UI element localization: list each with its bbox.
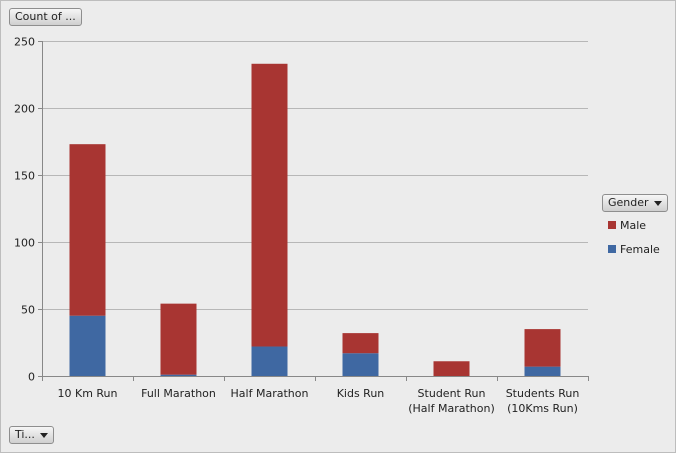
x-tick-label: Full Marathon xyxy=(141,387,216,400)
bar-male[interactable] xyxy=(160,303,197,375)
bar-female[interactable] xyxy=(69,315,106,376)
bar-male[interactable] xyxy=(69,144,106,316)
bar-male[interactable] xyxy=(433,361,470,376)
bar-female[interactable] xyxy=(251,346,288,376)
legend-field-label: Gender xyxy=(608,196,649,209)
legend-label: Male xyxy=(620,218,647,232)
y-tick-label: 100 xyxy=(14,237,35,250)
x-tick-label: Students Run (10Kms Run) xyxy=(506,387,580,415)
y-tick-label: 250 xyxy=(14,36,35,49)
y-tick-label: 50 xyxy=(21,304,35,317)
dropdown-arrow-icon xyxy=(39,432,48,438)
dropdown-arrow-icon xyxy=(653,200,662,206)
x-tick-label: 10 Km Run xyxy=(57,387,117,400)
x-tick-label: Student Run (Half Marathon) xyxy=(408,387,495,415)
bar-male[interactable] xyxy=(342,333,379,354)
axis-field-label: Ti... xyxy=(15,428,35,441)
measure-field-button[interactable]: Count of ... xyxy=(9,8,82,26)
bar-female[interactable] xyxy=(160,374,197,376)
legend-item-female: Female xyxy=(608,241,660,257)
legend-item-male: Male xyxy=(608,217,660,233)
legend-label: Female xyxy=(620,242,660,256)
legend-swatch xyxy=(608,221,616,229)
legend: Male Female xyxy=(608,217,660,265)
bar-male[interactable] xyxy=(524,329,561,367)
y-tick-label: 0 xyxy=(28,371,35,384)
y-tick-label: 200 xyxy=(14,103,35,116)
measure-field-label: Count of ... xyxy=(15,10,76,23)
y-tick-label: 150 xyxy=(14,170,35,183)
bar-female[interactable] xyxy=(524,366,561,376)
bar-male[interactable] xyxy=(251,63,288,347)
x-tick-label: Kids Run xyxy=(337,387,385,400)
x-tick-label: Half Marathon xyxy=(231,387,309,400)
legend-field-button[interactable]: Gender xyxy=(602,194,668,212)
axis-field-button[interactable]: Ti... xyxy=(9,426,54,444)
bar-female[interactable] xyxy=(342,353,379,376)
legend-swatch xyxy=(608,245,616,253)
